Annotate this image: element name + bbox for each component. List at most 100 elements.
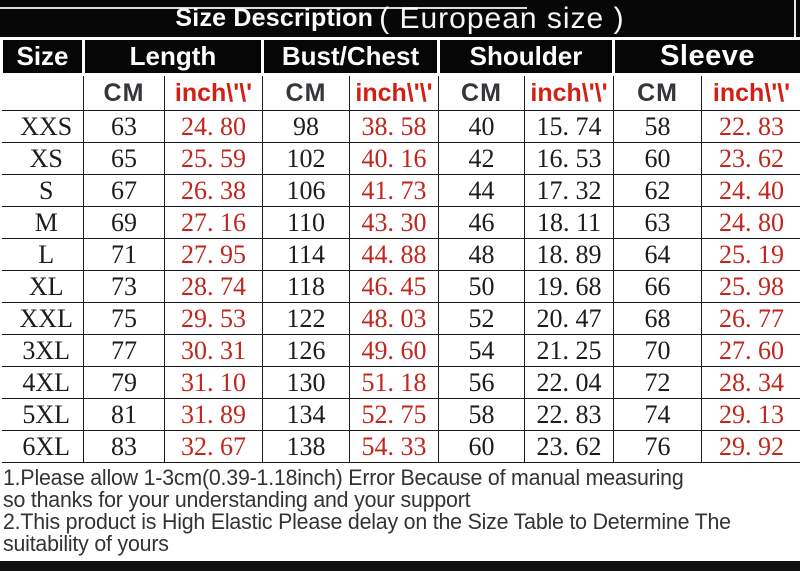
cell-sleeve-in: 27. 60 [701, 334, 800, 367]
table-row-xl: XL 73 28. 74 118 46. 45 50 19. 68 66 25. 98 [1, 270, 800, 303]
cell-sleeve-cm: 60 [613, 142, 703, 175]
unit-inch-bust: inch\'\' [349, 74, 439, 111]
cell-length-cm: 79 [83, 366, 165, 399]
cell-length-in: 28. 74 [164, 270, 263, 303]
notes-block: 1.Please allow 1-3cm(0.39-1.18inch) Erro… [3, 467, 773, 555]
cell-size: 3XL [1, 334, 84, 367]
cell-bust-in: 40. 16 [349, 142, 439, 175]
cell-shoulder-in: 20. 47 [523, 302, 615, 335]
cell-size: 6XL [1, 430, 84, 463]
cell-shoulder-in: 23. 62 [523, 430, 615, 463]
cell-bust-in: 43. 30 [349, 206, 439, 239]
title-bar: Size Description ( European size ) [0, 0, 800, 37]
cell-bust-cm: 138 [262, 430, 350, 463]
cell-sleeve-in: 26. 77 [701, 302, 800, 335]
cell-size: XXL [1, 302, 84, 335]
unit-inch-length: inch\'\' [164, 74, 263, 111]
cell-shoulder-in: 15. 74 [523, 110, 615, 143]
cell-shoulder-in: 19. 68 [523, 270, 615, 303]
note-line-4: suitability of yours [3, 531, 169, 556]
cell-shoulder-cm: 40 [438, 110, 525, 143]
unit-cm-shoulder: CM [438, 74, 525, 111]
cell-shoulder-in: 18. 89 [523, 238, 615, 271]
cell-size: XS [1, 142, 84, 175]
cell-shoulder-cm: 44 [438, 174, 525, 207]
cell-length-cm: 63 [83, 110, 165, 143]
cell-length-in: 31. 10 [164, 366, 263, 399]
cell-bust-cm: 102 [262, 142, 350, 175]
cell-bust-cm: 130 [262, 366, 350, 399]
table-row-m: M 69 27. 16 110 43. 30 46 18. 11 63 24. 80 [1, 206, 800, 239]
unit-cm-sleeve: CM [613, 74, 703, 111]
cell-shoulder-in: 17. 32 [523, 174, 615, 207]
cell-length-in: 30. 31 [164, 334, 263, 367]
cell-length-in: 31. 89 [164, 398, 263, 431]
cell-size: L [1, 238, 84, 271]
cell-length-cm: 73 [83, 270, 165, 303]
unit-inch-sleeve: inch\'\' [701, 74, 800, 111]
cell-bust-in: 49. 60 [349, 334, 439, 367]
cell-bust-in: 54. 33 [349, 430, 439, 463]
cell-shoulder-in: 21. 25 [523, 334, 615, 367]
cell-bust-cm: 106 [262, 174, 350, 207]
cell-length-in: 26. 38 [164, 174, 263, 207]
cell-bust-cm: 110 [262, 206, 350, 239]
table-row-xxl: XXL 75 29. 53 122 48. 03 52 20. 47 68 26. 77 [1, 302, 800, 335]
cell-bust-cm: 118 [262, 270, 350, 303]
cell-bust-cm: 134 [262, 398, 350, 431]
cell-bust-in: 41. 73 [349, 174, 439, 207]
cell-bust-in: 38. 58 [349, 110, 439, 143]
cell-sleeve-in: 25. 98 [701, 270, 800, 303]
cell-size: XL [1, 270, 84, 303]
cell-shoulder-cm: 60 [438, 430, 525, 463]
cell-length-cm: 77 [83, 334, 165, 367]
cell-sleeve-cm: 58 [613, 110, 703, 143]
cell-sleeve-in: 22. 83 [701, 110, 800, 143]
cell-length-in: 32. 67 [164, 430, 263, 463]
cell-sleeve-cm: 64 [613, 238, 703, 271]
cell-length-in: 27. 16 [164, 206, 263, 239]
cell-size: 5XL [1, 398, 84, 431]
cell-length-in: 24. 80 [164, 110, 263, 143]
cell-sleeve-cm: 74 [613, 398, 703, 431]
size-table-body: XXS 63 24. 80 98 38. 58 40 15. 74 58 22. 83 XS 65 2… [1, 110, 800, 463]
header-sleeve: Sleeve [612, 37, 800, 76]
unit-cm-bust: CM [262, 74, 350, 111]
cell-length-cm: 71 [83, 238, 165, 271]
cell-shoulder-cm: 48 [438, 238, 525, 271]
cell-bust-cm: 122 [262, 302, 350, 335]
cell-sleeve-in: 24. 80 [701, 206, 800, 239]
group-header-row: Size Length Bust/Chest Shoulder Sleeve [0, 37, 800, 76]
unit-empty-cell [1, 74, 84, 111]
table-row-l: L 71 27. 95 114 44. 88 48 18. 89 64 25. 19 [1, 238, 800, 271]
cell-shoulder-cm: 50 [438, 270, 525, 303]
table-row-4xl: 4XL 79 31. 10 130 51. 18 56 22. 04 72 28. 34 [1, 366, 800, 399]
cell-size: XXS [1, 110, 84, 143]
cell-size: M [1, 206, 84, 239]
note-line-2: so thanks for your understanding and you… [3, 487, 471, 512]
table-row-3xl: 3XL 77 30. 31 126 49. 60 54 21. 25 70 27. 60 [1, 334, 800, 367]
note-line-1: 1.Please allow 1-3cm(0.39-1.18inch) Erro… [3, 465, 684, 490]
cell-shoulder-in: 22. 83 [523, 398, 615, 431]
unit-inch-shoulder: inch\'\' [523, 74, 615, 111]
table-row-5xl: 5XL 81 31. 89 134 52. 75 58 22. 83 74 29. 13 [1, 398, 800, 431]
cell-sleeve-in: 25. 19 [701, 238, 800, 271]
cell-bust-cm: 98 [262, 110, 350, 143]
cell-sleeve-cm: 63 [613, 206, 703, 239]
cell-sleeve-cm: 70 [613, 334, 703, 367]
cell-sleeve-cm: 76 [613, 430, 703, 463]
cell-shoulder-in: 22. 04 [523, 366, 615, 399]
unit-header-row: CM inch\'\' CM inch\'\' CM inch\'\' CM i… [1, 74, 800, 111]
cell-length-cm: 65 [83, 142, 165, 175]
cell-length-cm: 75 [83, 302, 165, 335]
scan-artifact-line-horizontal [0, 7, 527, 9]
cell-bust-in: 46. 45 [349, 270, 439, 303]
header-bust-chest: Bust/Chest [261, 37, 440, 76]
cell-sleeve-in: 29. 92 [701, 430, 800, 463]
cell-sleeve-cm: 72 [613, 366, 703, 399]
cell-sleeve-cm: 68 [613, 302, 703, 335]
cell-shoulder-cm: 58 [438, 398, 525, 431]
cell-sleeve-in: 29. 13 [701, 398, 800, 431]
size-table: Size Length Bust/Chest Shoulder Sleeve C… [0, 37, 800, 463]
